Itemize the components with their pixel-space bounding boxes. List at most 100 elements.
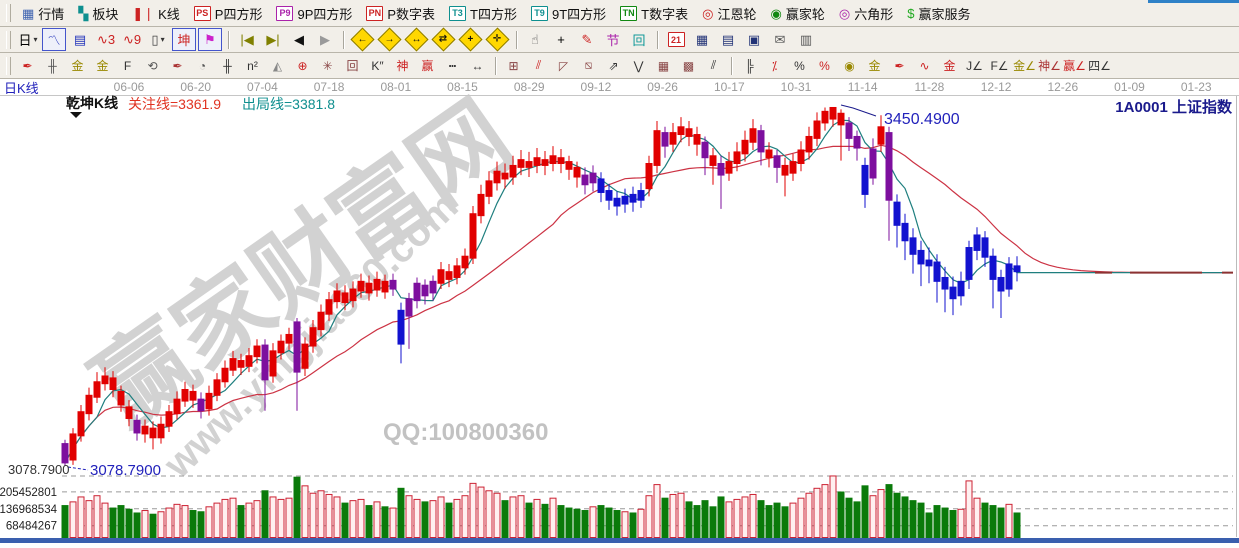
map-icon[interactable]: 回 [627,28,651,51]
first-page-icon: |◀ [240,31,254,47]
gauge-circle-icon[interactable]: ◔ [191,56,214,76]
kline-button[interactable]: ❚❘ K线 [125,4,186,23]
wave9-icon[interactable]: ∿9 [120,28,144,51]
expand-h-icon[interactable]: ↔ [404,27,429,52]
grid-icon[interactable]: ▦ [652,56,675,76]
p-table-button[interactable]: PN P数字表 [359,4,442,23]
gold-circle-icon[interactable]: ◉ [838,56,861,76]
hand-drag-icon[interactable]: ☝ [523,28,547,51]
fan-lines-icon[interactable]: ⫽ [527,56,550,76]
p-square-button[interactable]: PS P四方形 [187,4,270,23]
volume-bar-down [693,505,701,538]
ladder2-icon: ╫ [223,58,232,73]
notes-icon[interactable]: ▤ [716,28,740,51]
candle-style-icon[interactable]: ▯ ▾ [146,28,170,51]
wave3-icon[interactable]: ∿3 [94,28,118,51]
f-ladder-icon[interactable]: F [116,56,139,76]
period-day-selector[interactable]: 日 ▾ [16,28,40,51]
winner-wheel-button-label: 赢家轮 [785,6,825,22]
parallel-icon[interactable]: ⫽ [702,56,725,76]
sectors-button[interactable]: ▚ 板块 [71,4,125,23]
compress-h-icon[interactable]: ⇄ [431,27,456,52]
ruler-123-icon: ┅ [448,58,457,73]
sail-icon[interactable]: ◭ [266,56,289,76]
n2-ladder-icon[interactable]: n² [241,56,264,76]
brush2-icon[interactable]: ✒ [166,56,189,76]
next-bar-icon[interactable]: ▶ [313,28,337,51]
wave-overlap-icon[interactable]: ∿ [913,56,936,76]
angle-si-icon[interactable]: 四∠ [1088,56,1111,76]
brush-bars-icon[interactable]: ✒ [888,56,911,76]
t9-square-button[interactable]: T9 9T四方形 [524,4,613,23]
p9-square-button[interactable]: P9 9P四方形 [269,4,359,23]
save-icon[interactable]: ▣ [742,28,766,51]
t-square-button[interactable]: T3 T四方形 [442,4,524,23]
angle-ying-icon[interactable]: 赢∠ [1063,56,1086,76]
box-tool-icon[interactable]: ⊞ [502,56,525,76]
grid-flag-icon[interactable]: ▩ [677,56,700,76]
last-page-icon[interactable]: ▶| [261,28,285,51]
chart-area[interactable]: 赢家财富网 www.yingjia360.com QQ:100800360 06-06… [0,79,1239,543]
square-target-icon[interactable]: 回 [341,56,364,76]
festival-icon[interactable]: 节 [601,28,625,51]
shen-ladder-icon[interactable]: 神 [391,56,414,76]
date-tick: 12-26 [1047,80,1078,94]
k-note-icon[interactable]: K″ [366,56,389,76]
qiankun-toggle-icon[interactable]: 坤 [172,28,196,51]
fan-square-icon[interactable]: ◸ [552,56,575,76]
volume-bar-up [333,496,341,538]
star-circle-icon[interactable]: ✳ [316,56,339,76]
gold-underline-icon[interactable]: 金 [938,56,961,76]
winner-service-button[interactable]: $ 赢家服务 [900,4,977,23]
volume-bar-down [661,497,669,538]
volume-bar-up [965,480,973,538]
t-table-button[interactable]: TN T数字表 [613,4,695,23]
spiral-icon[interactable]: ⟲ [141,56,164,76]
first-page-icon[interactable]: |◀ [235,28,259,51]
mail-icon[interactable]: ✉ [768,28,792,51]
annotate-icon[interactable]: ✎ [575,28,599,51]
percent-line-icon[interactable]: % [813,56,836,76]
ladder-icon[interactable]: ╫ [41,56,64,76]
hspan-icon[interactable]: ↔ [466,56,489,76]
calculator-icon[interactable]: ▦ [690,28,714,51]
pc-icon[interactable]: ▥ [794,28,818,51]
winner-wheel-button[interactable]: ◉ 赢家轮 [763,4,831,23]
candle-body [229,358,237,371]
kline-chart[interactable]: 赢家财富网www.yingjia360.comQQ:10080036006-06… [0,79,1239,543]
quotes-button[interactable]: ▦ 行情 [15,4,71,23]
angle-shen-icon[interactable]: 神∠ [1038,56,1061,76]
quote-report-icon[interactable]: ▤ [68,28,92,51]
hexagon-button[interactable]: ◎ 六角形 [832,4,900,23]
gold-ladder2-icon[interactable]: 金 [91,56,114,76]
percent-icon[interactable]: % [788,56,811,76]
brush-icon[interactable]: ✒ [16,56,39,76]
angle-gold-icon[interactable]: 金∠ [1013,56,1036,76]
ladder2-icon[interactable]: ╫ [216,56,239,76]
ying-ladder-icon[interactable]: 赢 [416,56,439,76]
volume-bar-up [77,496,85,538]
zoom-left-icon[interactable]: ← [350,27,375,52]
calendar-icon[interactable]: 21 [664,28,688,51]
toolbar-separator [516,30,517,49]
crosshair-icon[interactable]: + [549,28,573,51]
percent-slash-icon[interactable]: ⁒ [763,56,786,76]
candle-body [517,159,525,168]
move-all-icon[interactable]: ✛ [485,27,510,52]
flag-marker-icon[interactable]: ⚑ [198,28,222,51]
diag-square-icon[interactable]: ⧅ [577,56,600,76]
ruler-123-icon[interactable]: ┅ [441,56,464,76]
gold-lines-icon[interactable]: 金 [863,56,886,76]
prev-bar-icon[interactable]: ◀ [287,28,311,51]
angle-f-icon[interactable]: F∠ [988,56,1011,76]
measure-bars-icon[interactable]: ╠ [738,56,761,76]
trend-arrows-icon[interactable]: ⇗ [602,56,625,76]
gold-ladder-icon[interactable]: 金 [66,56,89,76]
zigzag-icon[interactable]: ⋁ [627,56,650,76]
kline-window-icon[interactable]: 〽 [42,28,66,51]
gann-wheel-button[interactable]: ◎ 江恩轮 [695,4,763,23]
restore-icon[interactable]: + [458,27,483,52]
gann-circle-icon[interactable]: ⊕ [291,56,314,76]
angle-j-icon[interactable]: J∠ [963,56,986,76]
zoom-right-icon[interactable]: → [377,27,402,52]
